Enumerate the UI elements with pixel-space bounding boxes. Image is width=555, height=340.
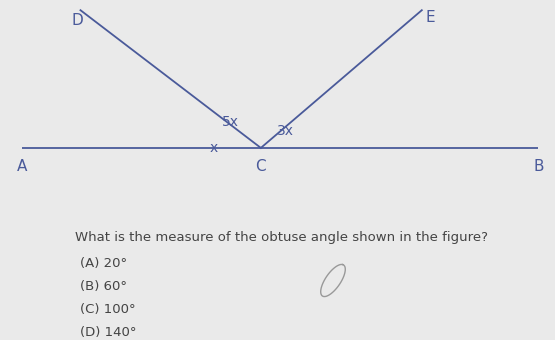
Text: A: A	[17, 159, 27, 174]
Text: (B) 60°: (B) 60°	[80, 280, 128, 293]
Text: E: E	[425, 10, 435, 24]
Text: D: D	[72, 13, 84, 28]
Text: 5x: 5x	[222, 115, 239, 130]
Text: (C) 100°: (C) 100°	[80, 303, 136, 316]
Text: B: B	[533, 159, 543, 174]
Text: (A) 20°: (A) 20°	[80, 257, 128, 270]
Text: 3x: 3x	[278, 124, 294, 138]
Text: What is the measure of the obtuse angle shown in the figure?: What is the measure of the obtuse angle …	[75, 232, 488, 244]
Text: x: x	[210, 141, 218, 155]
Text: C: C	[255, 159, 266, 174]
Text: (D) 140°: (D) 140°	[80, 326, 137, 339]
